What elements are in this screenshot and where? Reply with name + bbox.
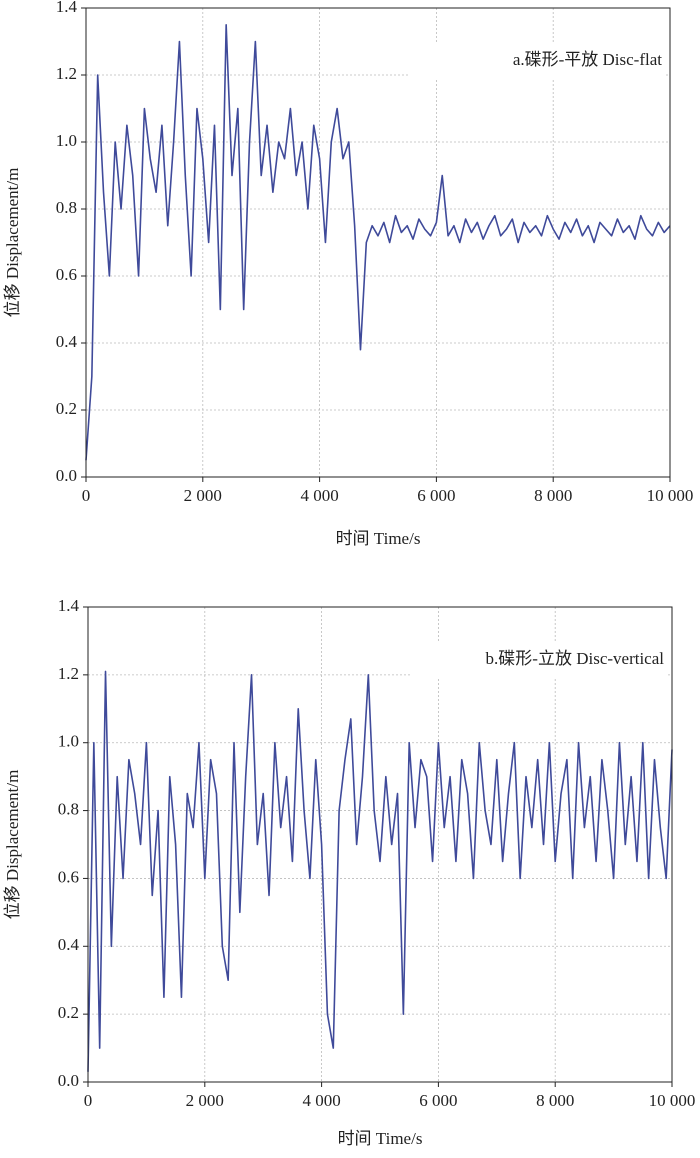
x-axis-label: 时间 Time/s xyxy=(338,1129,423,1148)
y-tick-label: 0.0 xyxy=(58,1071,79,1090)
x-tick-label: 0 xyxy=(84,1091,93,1110)
x-tick-label: 0 xyxy=(82,486,91,505)
y-tick-label: 0.2 xyxy=(56,399,77,418)
plot-frame xyxy=(85,7,671,478)
y-tick-label: 1.4 xyxy=(56,0,78,16)
y-tick-label: 1.0 xyxy=(56,131,77,150)
x-tick-label: 4 000 xyxy=(300,486,338,505)
x-tick-label: 10 000 xyxy=(649,1091,696,1110)
annotation-bg xyxy=(412,643,666,677)
y-tick-label: 0.0 xyxy=(56,466,77,485)
x-tick-label: 6 000 xyxy=(419,1091,457,1110)
y-tick-label: 0.6 xyxy=(56,265,77,284)
y-tick-label: 1.4 xyxy=(58,596,80,615)
y-tick-label: 0.4 xyxy=(58,935,80,954)
y-axis-label: 位移 Displacement/m xyxy=(3,168,22,318)
x-tick-label: 4 000 xyxy=(302,1091,340,1110)
data-line xyxy=(87,670,673,1072)
x-tick-label: 2 000 xyxy=(184,486,222,505)
x-axis-label: 时间 Time/s xyxy=(336,529,421,548)
x-tick-label: 6 000 xyxy=(417,486,455,505)
plot-frame xyxy=(87,606,673,1083)
x-tick-label: 10 000 xyxy=(647,486,694,505)
y-tick-label: 0.6 xyxy=(58,867,79,886)
annotation-bg xyxy=(410,44,664,78)
y-tick-label: 1.2 xyxy=(56,64,77,83)
y-tick-label: 0.8 xyxy=(58,799,79,818)
y-axis-label: 位移 Displacement/m xyxy=(3,770,22,920)
x-tick-label: 8 000 xyxy=(534,486,572,505)
y-tick-label: 0.8 xyxy=(56,198,77,217)
x-tick-label: 2 000 xyxy=(186,1091,224,1110)
y-tick-label: 1.0 xyxy=(58,732,79,751)
y-tick-label: 0.2 xyxy=(58,1003,79,1022)
x-tick-label: 8 000 xyxy=(536,1091,574,1110)
y-tick-label: 0.4 xyxy=(56,332,78,351)
data-line xyxy=(85,23,671,461)
annotation: a.碟形-平放 Disc-flat xyxy=(513,50,662,69)
y-tick-label: 1.2 xyxy=(58,664,79,683)
annotation: b.碟形-立放 Disc-vertical xyxy=(486,649,665,668)
